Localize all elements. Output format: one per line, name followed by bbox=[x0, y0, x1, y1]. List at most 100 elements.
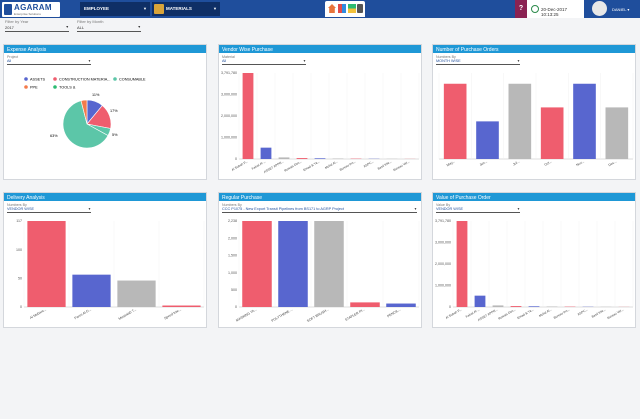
materials-module-select[interactable]: MATERIALS ▼ bbox=[152, 2, 220, 16]
y-tick-label: 3,000,000 bbox=[435, 241, 451, 245]
y-tick-label: 50 bbox=[18, 277, 22, 281]
bar[interactable] bbox=[443, 83, 467, 159]
bar[interactable] bbox=[314, 158, 326, 159]
y-tick-label: 117 bbox=[16, 219, 22, 223]
filter-label: Numbers By bbox=[222, 203, 242, 207]
y-tick-label: 0 bbox=[20, 305, 22, 309]
legend-item[interactable]: PPE bbox=[30, 86, 38, 90]
project-select[interactable]: CCC P1075 - New Export Transit Pipelines… bbox=[222, 207, 417, 213]
y-tick-label: 2,000,000 bbox=[221, 114, 237, 118]
card-title: Value of Purchase Order bbox=[433, 193, 635, 201]
regular-purchase-card: Regular Purchase Numbers By CCC P1075 - … bbox=[218, 192, 422, 328]
x-tick-label: Bureau Ins... bbox=[553, 307, 571, 320]
x-tick-label: Bureau Ins... bbox=[339, 159, 357, 172]
slice-label: 17% bbox=[110, 109, 118, 113]
x-tick-label: Jun... bbox=[479, 159, 488, 167]
x-tick-label: Oct... bbox=[544, 159, 553, 167]
user-menu[interactable]: DANIEL ▾ bbox=[588, 0, 640, 18]
material-select[interactable]: All ▼ bbox=[222, 59, 306, 65]
app-logo[interactable]: AGARAM Enterprise Solutions bbox=[2, 2, 60, 17]
x-tick-label: Mohd Al... bbox=[538, 307, 552, 318]
bar[interactable] bbox=[350, 302, 380, 307]
y-tick-label: 1,000 bbox=[228, 271, 237, 275]
project-value: All bbox=[7, 59, 12, 63]
materials-icon bbox=[154, 4, 164, 14]
legend-swatch bbox=[113, 77, 117, 81]
bar[interactable] bbox=[72, 274, 111, 307]
year-select[interactable]: 2017 ▼ bbox=[5, 25, 69, 32]
bar[interactable] bbox=[605, 107, 629, 159]
bar[interactable] bbox=[510, 306, 522, 307]
logo-name: AGARAM bbox=[14, 3, 52, 12]
month-filter[interactable]: Filter by Month ALL ▼ bbox=[77, 19, 141, 32]
value-by-select[interactable]: VENDOR WISE ▼ bbox=[436, 207, 520, 213]
project-select[interactable]: All ▼ bbox=[7, 59, 91, 65]
y-tick-label: 0 bbox=[449, 305, 451, 309]
x-tick-label: Al Mubara... bbox=[29, 307, 47, 320]
home-icon[interactable] bbox=[328, 4, 336, 13]
chevron-down-icon: ▼ bbox=[516, 207, 520, 211]
bar[interactable] bbox=[296, 158, 308, 159]
bar[interactable] bbox=[528, 306, 540, 307]
x-tick-label: Dec... bbox=[608, 159, 618, 167]
x-tick-label: Faisal Al-... bbox=[465, 307, 481, 318]
bar[interactable] bbox=[260, 147, 272, 159]
bar[interactable] bbox=[573, 83, 596, 159]
chevron-down-icon: ▼ bbox=[413, 207, 417, 211]
legend-item[interactable]: CONSTRUCTION MATERIA... bbox=[59, 78, 110, 82]
chevron-down-icon: ▼ bbox=[213, 6, 217, 11]
year-filter[interactable]: Filter by Year 2017 ▼ bbox=[5, 19, 69, 32]
slice-label: 5% bbox=[112, 133, 118, 137]
pie-slice[interactable] bbox=[62, 100, 109, 149]
legend-item[interactable]: CONSUMABLE bbox=[119, 78, 146, 82]
bar[interactable] bbox=[456, 221, 468, 307]
x-tick-label: MASKING TA... bbox=[235, 307, 257, 322]
legend-item[interactable]: TOOLS & bbox=[59, 86, 76, 90]
filter-label: Numbers By bbox=[7, 203, 27, 207]
bar[interactable] bbox=[540, 107, 564, 159]
help-button[interactable]: ? bbox=[515, 0, 527, 18]
month-select[interactable]: ALL ▼ bbox=[77, 25, 141, 32]
bar[interactable] bbox=[242, 73, 254, 159]
bar[interactable] bbox=[476, 121, 499, 159]
user-name: DANIEL ▾ bbox=[612, 7, 630, 12]
bar[interactable] bbox=[117, 280, 156, 307]
bar[interactable] bbox=[314, 221, 344, 307]
numbers-by-select[interactable]: VENDOR WISE ▼ bbox=[7, 207, 91, 213]
materials-module-label: MATERIALS bbox=[166, 6, 192, 11]
apps-grid-icon[interactable] bbox=[338, 4, 346, 13]
x-tick-label: Jul... bbox=[512, 159, 520, 166]
legend-item[interactable]: ASSETS bbox=[30, 78, 45, 82]
x-tick-label: Basil Inte... bbox=[591, 307, 607, 318]
bar[interactable] bbox=[474, 295, 486, 307]
employee-module-select[interactable]: EMPLOYEE ▼ bbox=[80, 2, 150, 16]
numbers-by-select[interactable]: MONTH WISE ▼ bbox=[436, 59, 520, 65]
card-title: Vendor Wise Purchase bbox=[219, 45, 421, 53]
date-time-text: 20-Dec-2017 10:13:25 bbox=[541, 7, 568, 17]
bar[interactable] bbox=[492, 305, 504, 307]
avatar bbox=[592, 1, 607, 16]
bar[interactable] bbox=[508, 83, 532, 159]
x-tick-label: Mussaiab T... bbox=[118, 307, 137, 320]
card-title: Regular Purchase bbox=[219, 193, 421, 201]
bar[interactable] bbox=[386, 303, 416, 307]
orders-bar-chart: May... Jun... Jul... Oct... Nov... Dec... bbox=[438, 73, 634, 167]
delivery-analysis-card: Delivery Analysis Numbers By VENDOR WISE… bbox=[3, 192, 207, 328]
x-tick-label: POLYTHENE ... bbox=[271, 307, 294, 323]
bar[interactable] bbox=[278, 221, 308, 307]
chevron-down-icon: ▼ bbox=[302, 59, 306, 63]
y-tick-label: 1,500 bbox=[228, 254, 237, 258]
bar[interactable] bbox=[278, 157, 290, 159]
y-tick-label: 100 bbox=[16, 248, 22, 252]
pie-slice[interactable] bbox=[80, 99, 88, 125]
value-bar-chart: 3,791,780 3,000,000 2,000,000 1,000,000 0Al … bbox=[435, 219, 634, 322]
x-tick-label: Al Subah P... bbox=[231, 159, 249, 172]
bar[interactable] bbox=[27, 221, 66, 307]
slice-label: 63% bbox=[50, 134, 58, 138]
filter-label: Numbers By bbox=[436, 55, 456, 59]
modules-icon[interactable] bbox=[348, 4, 356, 13]
y-tick-label: 0 bbox=[235, 305, 237, 309]
report-icon[interactable] bbox=[357, 4, 363, 13]
bar[interactable] bbox=[162, 305, 201, 307]
bar[interactable] bbox=[242, 221, 272, 307]
